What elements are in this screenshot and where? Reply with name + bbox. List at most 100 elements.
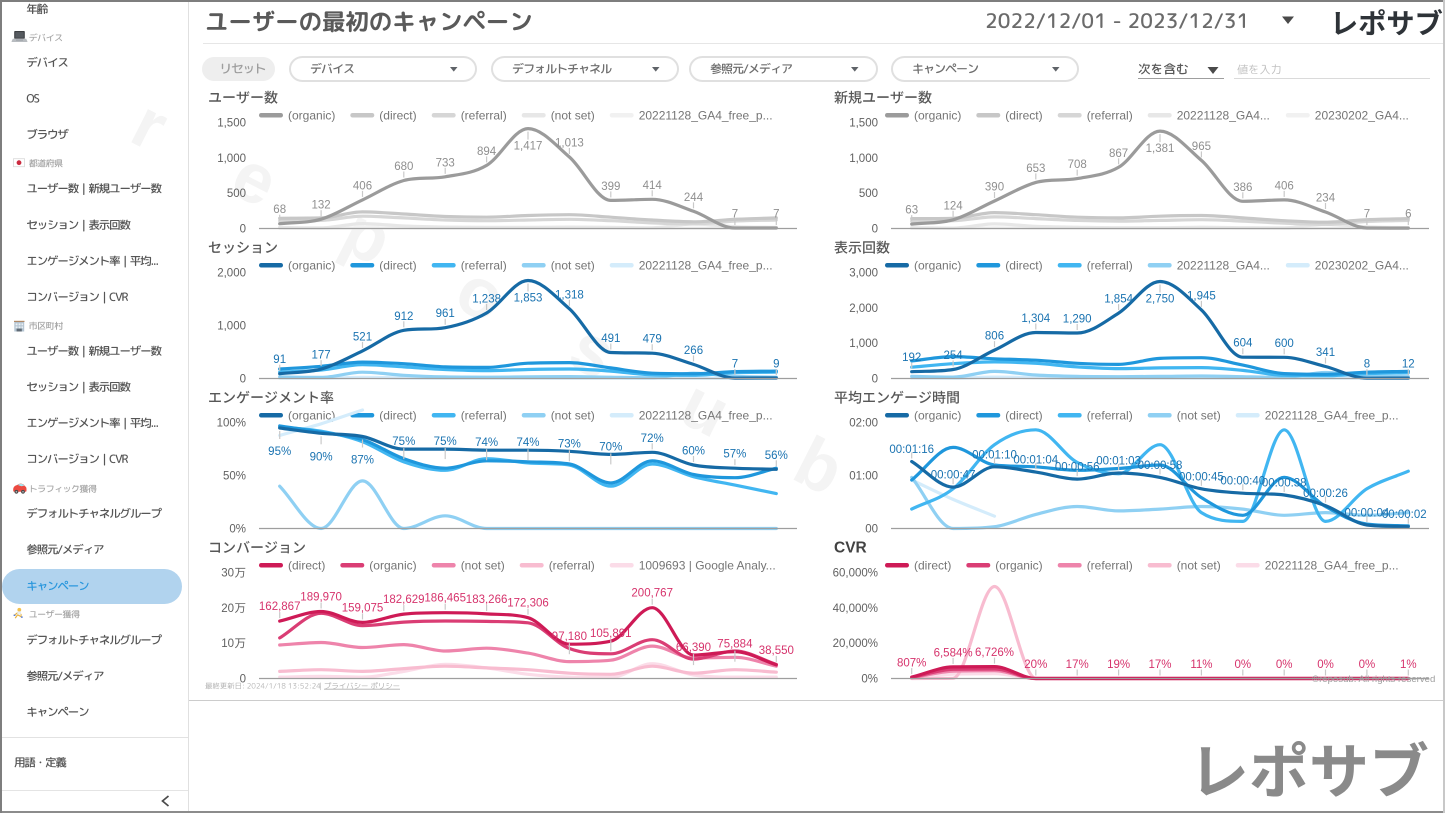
svg-text:20: 20 (221, 603, 234, 615)
svg-text:491: 491 (601, 333, 620, 345)
svg-text:(direct): (direct) (379, 259, 416, 273)
svg-text:6: 6 (1405, 209, 1411, 221)
svg-text:1,500: 1,500 (217, 118, 246, 130)
svg-text:105,891: 105,891 (590, 628, 632, 640)
svg-text:600: 600 (1275, 338, 1294, 350)
svg-text:97,180: 97,180 (552, 631, 587, 643)
svg-text:(referral): (referral) (1087, 409, 1133, 423)
svg-text:177: 177 (312, 350, 331, 362)
svg-text:63: 63 (905, 205, 918, 217)
svg-text:50%: 50% (223, 471, 246, 483)
svg-text:806: 806 (985, 331, 1004, 343)
svg-text:(organic): (organic) (288, 109, 335, 123)
svg-text:20221128_GA4_free_p...: 20221128_GA4_free_p... (1265, 559, 1399, 573)
svg-text:17%: 17% (1148, 659, 1171, 671)
svg-text:60,000%: 60,000% (833, 568, 878, 580)
svg-text:1,000: 1,000 (217, 321, 246, 333)
svg-text:1,290: 1,290 (1063, 314, 1092, 326)
svg-text:100%: 100% (217, 418, 246, 430)
svg-text:00:00:02: 00:00:02 (1382, 509, 1427, 521)
svg-text:653: 653 (1026, 163, 1045, 175)
svg-text:(organic): (organic) (995, 559, 1042, 573)
svg-text:0%: 0% (1276, 659, 1293, 671)
svg-text:73%: 73% (558, 438, 581, 450)
svg-text:(referral): (referral) (461, 259, 507, 273)
svg-text:159,075: 159,075 (342, 602, 384, 614)
svg-text:1,381: 1,381 (1146, 143, 1175, 155)
svg-text:(organic): (organic) (288, 259, 335, 273)
svg-text:00:00:40: 00:00:40 (1220, 476, 1265, 488)
svg-text:68: 68 (273, 204, 286, 216)
svg-text:0%: 0% (1317, 659, 1334, 671)
svg-text:1,500: 1,500 (849, 118, 878, 130)
svg-text:20230202_GA4...: 20230202_GA4... (1315, 109, 1409, 123)
svg-text:20221128_GA4...: 20221128_GA4... (1177, 259, 1270, 273)
svg-text:(referral): (referral) (461, 409, 507, 423)
svg-text:(direct): (direct) (1005, 109, 1042, 123)
svg-text:20,000%: 20,000% (833, 638, 878, 650)
svg-text:(not set): (not set) (551, 259, 595, 273)
svg-text:124: 124 (944, 200, 964, 212)
svg-text:500: 500 (859, 188, 878, 200)
svg-text:479: 479 (643, 334, 662, 346)
svg-text:(not set): (not set) (1177, 409, 1221, 423)
svg-text:0%: 0% (1359, 659, 1376, 671)
svg-text:521: 521 (353, 331, 372, 343)
svg-text:1,417: 1,417 (514, 141, 543, 153)
svg-text:20221128_GA4_free_p...: 20221128_GA4_free_p... (639, 109, 773, 123)
svg-text:386: 386 (1233, 182, 1252, 194)
svg-text:01:00: 01:00 (849, 471, 878, 483)
svg-text:72%: 72% (641, 433, 664, 445)
svg-text:(referral): (referral) (461, 109, 507, 123)
svg-text:30: 30 (221, 568, 234, 580)
svg-text:1,238: 1,238 (472, 294, 501, 306)
svg-text:20221128_GA4_free_p...: 20221128_GA4_free_p... (639, 409, 773, 423)
svg-text:91: 91 (273, 354, 286, 366)
svg-text:10: 10 (221, 638, 234, 650)
svg-text:(not set): (not set) (551, 109, 595, 123)
svg-text:6,726%: 6,726% (975, 647, 1014, 659)
svg-text:(organic): (organic) (914, 409, 961, 423)
svg-text:95%: 95% (268, 446, 291, 458)
svg-text:3,000: 3,000 (849, 268, 878, 280)
svg-text:1,000: 1,000 (849, 153, 878, 165)
svg-text:20221128_GA4_free_p...: 20221128_GA4_free_p... (639, 259, 773, 273)
svg-text:00:00:04: 00:00:04 (1345, 508, 1390, 520)
svg-text:75%: 75% (392, 436, 415, 448)
svg-text:70%: 70% (599, 441, 622, 453)
svg-text:(organic): (organic) (288, 409, 335, 423)
svg-text:17%: 17% (1066, 659, 1089, 671)
svg-text:604: 604 (1233, 338, 1253, 350)
svg-text:1,013: 1,013 (555, 138, 584, 150)
svg-text:00:00:26: 00:00:26 (1303, 488, 1348, 500)
svg-text:8: 8 (1364, 359, 1370, 371)
svg-text:1%: 1% (1400, 659, 1417, 671)
svg-text:74%: 74% (475, 437, 498, 449)
svg-text:0%: 0% (1234, 659, 1251, 671)
svg-text:390: 390 (985, 182, 1004, 194)
svg-text:733: 733 (436, 157, 455, 169)
svg-text:132: 132 (312, 200, 331, 212)
svg-text:0: 0 (240, 374, 246, 386)
svg-text:00:01:10: 00:01:10 (972, 449, 1017, 461)
svg-text:7: 7 (773, 209, 779, 221)
svg-text:0: 0 (872, 224, 878, 236)
svg-text:244: 244 (684, 192, 704, 204)
svg-text:6,584%: 6,584% (934, 647, 973, 659)
svg-text:(direct): (direct) (379, 409, 416, 423)
svg-text:894: 894 (477, 146, 497, 158)
svg-text:2,000: 2,000 (217, 268, 246, 280)
svg-text:00:01:16: 00:01:16 (889, 444, 934, 456)
svg-text:1,853: 1,853 (514, 293, 543, 305)
svg-text:9: 9 (773, 359, 779, 371)
svg-text:00:00:47: 00:00:47 (931, 470, 976, 482)
svg-text:00:01:03: 00:01:03 (1096, 456, 1141, 468)
svg-text:182,629: 182,629 (383, 594, 425, 606)
svg-text:(direct): (direct) (1005, 409, 1042, 423)
svg-text:(referral): (referral) (1087, 109, 1133, 123)
svg-text:162,867: 162,867 (259, 601, 301, 613)
svg-text:0: 0 (240, 224, 246, 236)
svg-text:(referral): (referral) (549, 559, 595, 573)
svg-text:1,318: 1,318 (555, 289, 584, 301)
svg-text:192: 192 (902, 352, 921, 364)
